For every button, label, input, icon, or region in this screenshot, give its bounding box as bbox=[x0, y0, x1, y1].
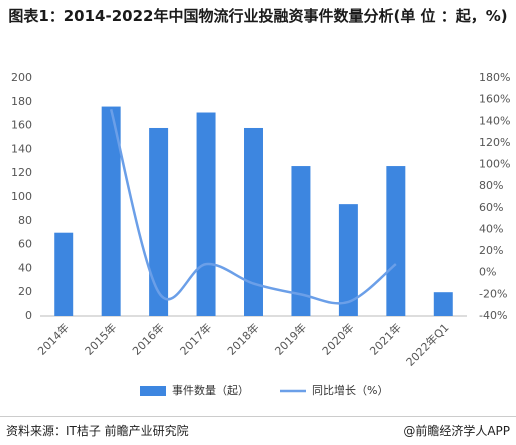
bar bbox=[101, 106, 121, 316]
bar bbox=[338, 204, 358, 316]
x-tick-label: 2019年 bbox=[272, 320, 309, 357]
bar bbox=[386, 166, 406, 316]
y2-tick-label: -40% bbox=[479, 309, 507, 322]
legend-label: 事件数量（起） bbox=[172, 384, 249, 397]
bar bbox=[244, 127, 263, 316]
y-tick-label: 40 bbox=[18, 261, 32, 274]
x-tick-label: 2018年 bbox=[224, 320, 261, 357]
y-tick-label: 180 bbox=[11, 95, 32, 108]
y-tick-label: 80 bbox=[18, 214, 32, 227]
x-tick-label: 2021年 bbox=[367, 320, 404, 357]
y2-tick-label: 20% bbox=[479, 244, 503, 257]
y2-tick-label: 0% bbox=[479, 266, 496, 279]
y-tick-label: 200 bbox=[11, 71, 32, 84]
bar bbox=[291, 166, 311, 316]
divider bbox=[0, 416, 516, 417]
bar bbox=[149, 127, 169, 316]
y2-tick-label: 80% bbox=[479, 179, 503, 192]
y-tick-label: 0 bbox=[25, 309, 32, 322]
y-tick-label: 120 bbox=[11, 166, 32, 179]
chart: 0 20 40 60 80 100 120 140 160 180 200 -40% -20% 0% 20%… bbox=[11, 71, 510, 397]
x-tick-label: 2017年 bbox=[177, 320, 214, 357]
y-tick-label: 100 bbox=[11, 190, 32, 203]
credit: @前瞻经济学人APP bbox=[403, 424, 510, 438]
x-tick-label: 2015年 bbox=[82, 320, 119, 357]
x-tick-label: 2016年 bbox=[129, 320, 166, 357]
x-tick-label: 2022年Q1 bbox=[403, 320, 452, 369]
y2-tick-label: -20% bbox=[479, 287, 507, 300]
y-tick-label: 20 bbox=[18, 285, 32, 298]
bar bbox=[433, 292, 453, 316]
bar bbox=[196, 112, 216, 316]
y-tick-label: 160 bbox=[11, 119, 32, 132]
line bbox=[109, 109, 397, 305]
legend-swatch bbox=[140, 386, 166, 396]
x-tick-label: 2020年 bbox=[319, 320, 356, 357]
y2-tick-label: 40% bbox=[479, 222, 503, 235]
y2-tick-label: 140% bbox=[479, 114, 510, 127]
legend-label: 同比增长（%） bbox=[312, 383, 388, 397]
bar bbox=[54, 232, 74, 316]
y2-tick-label: 100% bbox=[479, 158, 510, 171]
y-tick-label: 140 bbox=[11, 142, 32, 155]
y2-tick-label: 120% bbox=[479, 136, 510, 149]
y2-tick-label: 180% bbox=[479, 71, 510, 84]
y2-tick-label: 60% bbox=[479, 201, 503, 214]
y2-tick-label: 160% bbox=[479, 93, 510, 106]
y-tick-label: 60 bbox=[18, 238, 32, 251]
chart-title: 图表1：2014-2022年中国物流行业投融资事件数量分析(单 位 ：起，%) bbox=[8, 7, 508, 25]
x-tick-label: 2014年 bbox=[34, 320, 71, 357]
source: 资料来源：IT桔子 前瞻产业研究院 bbox=[6, 424, 189, 438]
